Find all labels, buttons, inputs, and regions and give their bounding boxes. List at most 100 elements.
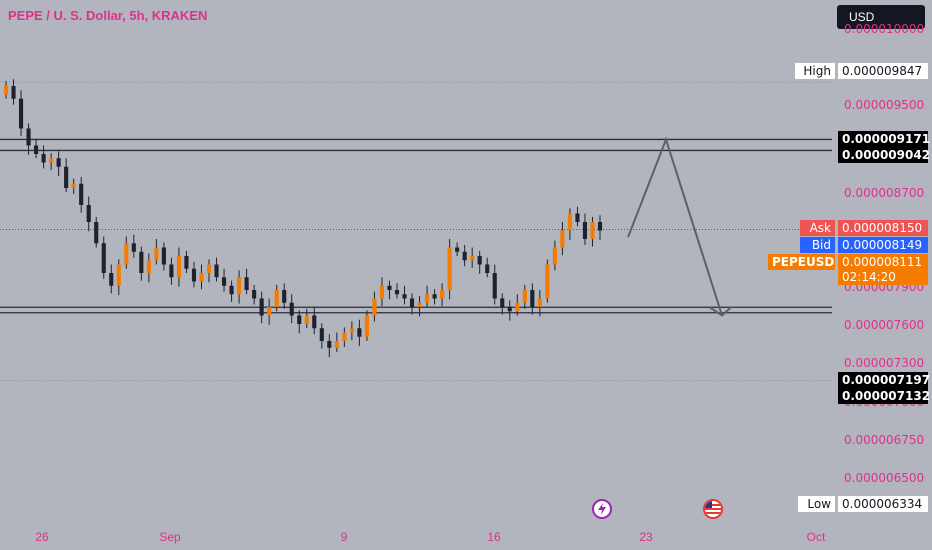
candle-body [379, 285, 385, 299]
x-tick-label: 23 [639, 530, 653, 544]
candle-body [507, 306, 512, 312]
candle-body [124, 243, 129, 265]
candle-body [94, 221, 99, 244]
y-tick-label: 0.000008700 [844, 186, 925, 200]
candle-body [470, 255, 475, 261]
candle-body [522, 289, 527, 303]
candle-body [582, 221, 588, 239]
candle-body [372, 298, 377, 316]
candle-body [327, 340, 332, 348]
candle-body [71, 183, 76, 188]
candle-body [101, 243, 106, 273]
candle-body [56, 158, 61, 167]
candle-body [424, 294, 430, 303]
candle-body [560, 230, 565, 248]
y-tick-label: 0.000006750 [844, 433, 925, 447]
last-price-value: 0.000008111 [838, 254, 928, 270]
candle-body [154, 247, 159, 261]
candle-body [274, 289, 279, 307]
y-tick-label: 0.000010000 [844, 22, 925, 36]
candle-body [176, 255, 182, 278]
us-flag-icon[interactable] [703, 499, 723, 519]
lightning-icon[interactable] [592, 499, 612, 519]
candle-body [214, 264, 219, 278]
candle-body [545, 264, 550, 299]
candle-body [206, 264, 212, 273]
x-tick-label: Sep [159, 530, 181, 544]
candle-body [597, 221, 603, 231]
projection-path [627, 136, 723, 316]
candle-body [455, 247, 460, 252]
candle-body [567, 213, 572, 231]
candle-body [86, 204, 91, 222]
candle-body [409, 298, 415, 307]
candle-body [289, 302, 294, 316]
candle-body [109, 272, 114, 286]
bid-label: Bid [800, 237, 835, 253]
candle-body [417, 302, 422, 307]
candle-body [146, 260, 151, 273]
candle-body [26, 128, 31, 146]
candle-body [191, 268, 197, 282]
candle-body [199, 272, 204, 282]
candle-body [319, 328, 324, 341]
ask-value: 0.000008150 [838, 220, 928, 236]
candle-body [590, 221, 595, 239]
candle-body [492, 272, 497, 299]
candle-body [41, 153, 46, 163]
candle-body [530, 289, 535, 307]
candle-body [3, 85, 9, 95]
x-tick-label: 16 [487, 530, 501, 544]
candle-body [267, 306, 272, 316]
candle-body [229, 285, 234, 295]
candle-body [304, 315, 309, 324]
candle-body [11, 85, 16, 99]
candle-body [169, 264, 174, 278]
candle-body [282, 289, 287, 303]
x-tick-label: 9 [340, 530, 348, 544]
candle-body [552, 247, 557, 265]
candle-body [402, 294, 407, 299]
candle-body [485, 264, 490, 273]
candle-body [139, 251, 144, 273]
chart-title: PEPE / U. S. Dollar, 5h, KRAKEN [8, 8, 208, 23]
candle-body [18, 98, 24, 129]
candle-body [440, 289, 445, 299]
candle-body [500, 298, 505, 307]
low-value: 0.000006334 [838, 496, 928, 512]
candle-body [342, 332, 347, 341]
candle-body [364, 315, 369, 337]
ask-label: Ask [800, 220, 835, 236]
high-label: High [795, 63, 835, 79]
candle-body [237, 277, 242, 295]
low-label: Low [798, 496, 835, 512]
y-tick-label: 0.000007300 [844, 356, 925, 370]
candle-body [116, 264, 121, 286]
level-tag: 0.000009171 [838, 131, 930, 147]
candle-body [184, 255, 189, 269]
candle-body [79, 183, 84, 205]
candle-body [297, 315, 302, 324]
candle-body [252, 289, 257, 299]
candle-body [537, 298, 542, 307]
candle-body [515, 302, 520, 312]
symbol-label: PEPEUSD [768, 254, 835, 270]
candle-body [477, 255, 482, 265]
candle-body [312, 315, 317, 329]
currency-button[interactable]: USD [837, 5, 925, 29]
x-tick-label: 26 [35, 530, 49, 544]
y-tick-label: 0.000009500 [844, 98, 925, 112]
candle-body [334, 340, 339, 348]
candle-body [357, 328, 362, 337]
candle-body [161, 247, 166, 265]
candle-body [462, 251, 467, 261]
candle-body [575, 213, 580, 222]
candle-body [34, 145, 39, 154]
candle-body [259, 298, 264, 316]
candle-body [349, 328, 354, 333]
x-tick-label: Oct [806, 530, 826, 544]
candle-body [387, 285, 392, 290]
candle-body [394, 289, 400, 295]
